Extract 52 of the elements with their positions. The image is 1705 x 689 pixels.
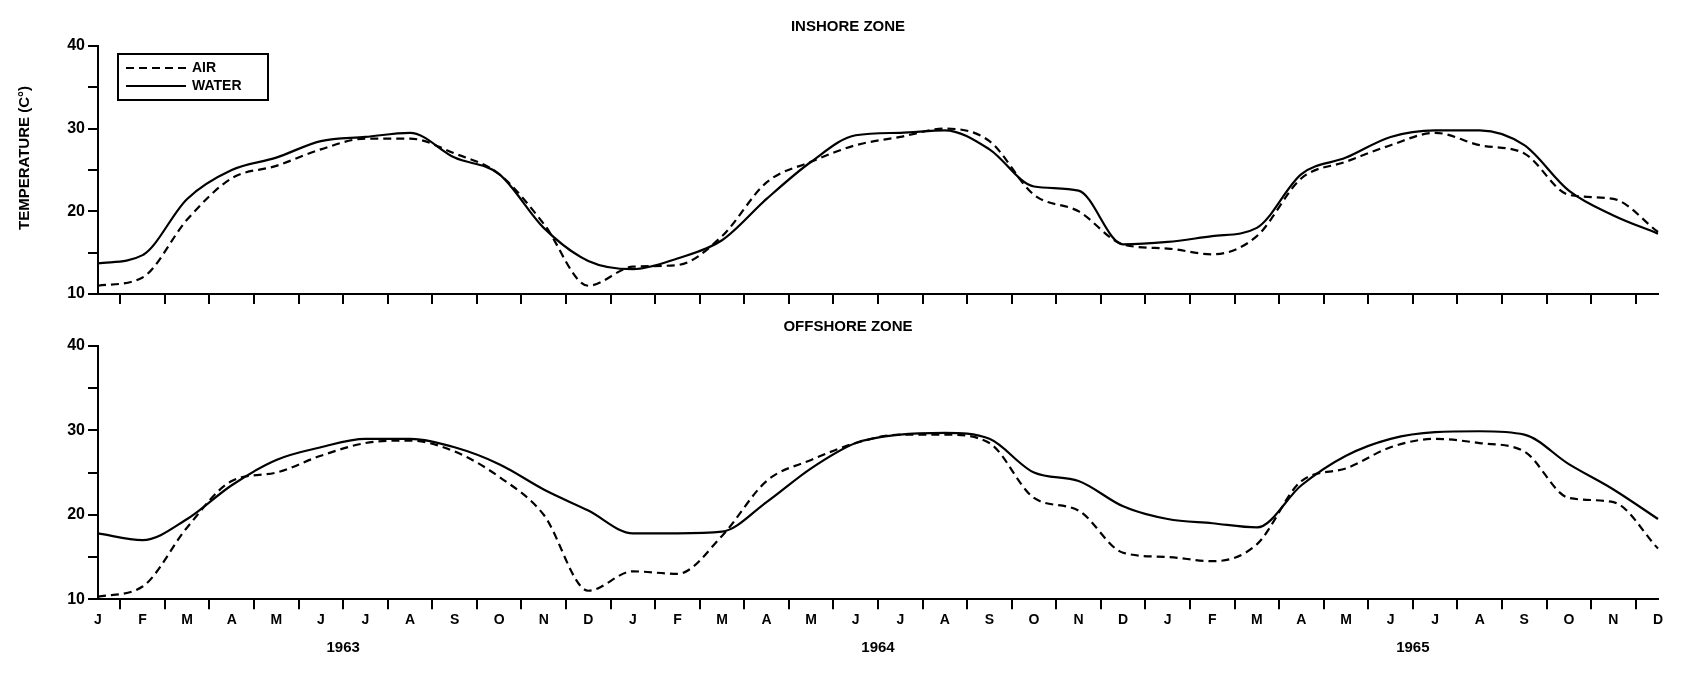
x-tick-label: F (1208, 611, 1217, 628)
x-tick-label: J (851, 611, 860, 628)
x-tick-label: J (94, 611, 102, 628)
y-tick-label: 30 (67, 420, 86, 438)
x-tick-label: J (896, 611, 905, 628)
x-tick-label: F (673, 611, 683, 628)
x-tick-label: S (984, 611, 995, 628)
x-tick-label: F (138, 611, 148, 628)
x-tick-label: D (583, 611, 594, 628)
x-tick-label: M (805, 611, 817, 628)
x-tick-label: J (628, 611, 637, 628)
x-tick-label: S (449, 611, 460, 628)
x-tick-label: J (1386, 611, 1395, 628)
x-tick-label: O (1563, 611, 1575, 628)
y-tick-label: 20 (67, 201, 86, 219)
x-tick-label: J (316, 611, 325, 628)
x-tick-label: J (1431, 611, 1440, 628)
x-tick-label: N (1073, 611, 1084, 628)
x-tick-label: A (1474, 611, 1485, 628)
x-tick-label: D (1652, 611, 1664, 628)
y-axis-title: TEMPERATURE (C°) (14, 85, 32, 231)
text: 1965 (1396, 638, 1430, 655)
x-tick-label: A (226, 611, 237, 628)
x-tick-label: M (1251, 611, 1263, 628)
x-tick-label: O (493, 611, 505, 628)
x-tick-label: M (1340, 611, 1352, 628)
x-tick-label: N (538, 611, 549, 628)
y-tick-label: 10 (67, 284, 86, 302)
y-tick-label: 30 (67, 119, 86, 137)
legend-label: WATER (192, 76, 242, 93)
chart-title: OFFSHORE ZONE (783, 317, 913, 335)
x-tick-label: A (761, 611, 772, 628)
text: 1963 (326, 638, 360, 655)
y-tick-label: 40 (67, 336, 86, 354)
x-tick-label: O (1028, 611, 1040, 628)
y-tick-label: 20 (67, 505, 86, 523)
text: 1964 (861, 638, 896, 655)
x-tick-label: D (1118, 611, 1129, 628)
x-tick-label: S (1519, 611, 1529, 628)
x-tick-label: M (270, 611, 283, 628)
y-tick-label: 40 (67, 36, 86, 54)
chart-title: INSHORE ZONE (790, 17, 906, 35)
x-tick-label: J (361, 611, 370, 628)
x-tick-label: J (1163, 611, 1172, 628)
x-tick-label: A (1296, 611, 1307, 628)
legend-label: AIR (192, 58, 217, 75)
x-tick-label: A (404, 611, 416, 628)
x-tick-label: A (939, 611, 950, 628)
x-tick-label: N (1608, 611, 1619, 628)
x-tick-label: M (716, 611, 728, 628)
x-tick-label: M (181, 611, 193, 628)
y-tick-label: 10 (67, 589, 86, 607)
